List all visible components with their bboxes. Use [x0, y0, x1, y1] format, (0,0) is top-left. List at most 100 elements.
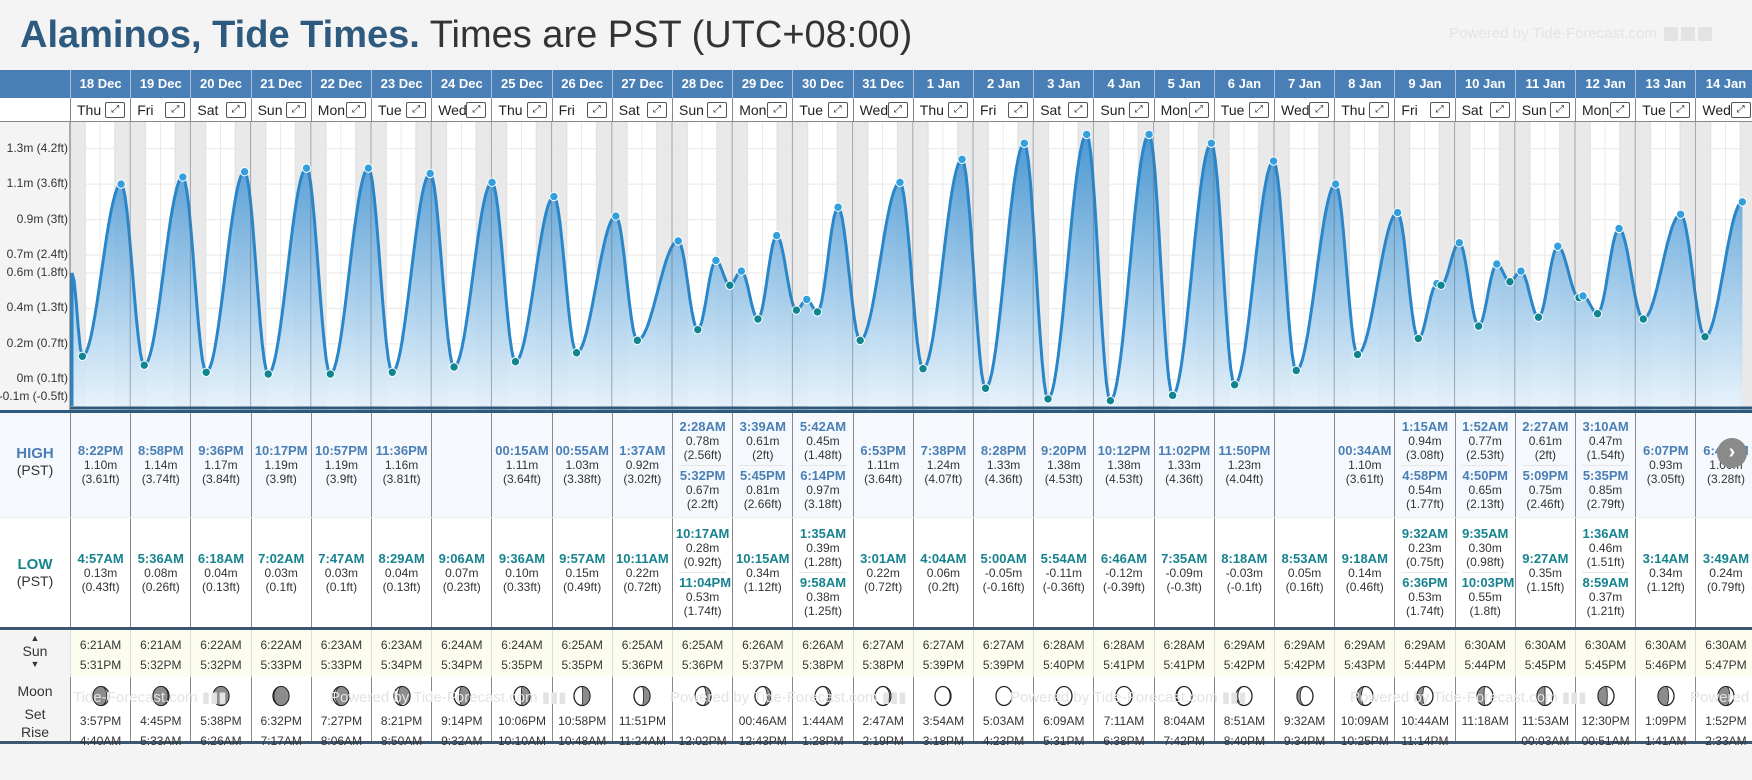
expand-day-button[interactable]: ⤢: [1008, 102, 1029, 118]
moonset-time: 00:46AM: [738, 714, 787, 728]
moon-cell: 1:52PM 2:33AM: [1695, 677, 1752, 748]
expand-day-button[interactable]: ⤢: [345, 102, 366, 118]
expand-day-button[interactable]: ⤢: [406, 102, 427, 118]
low-tide-point: [725, 280, 735, 291]
weekday-cell: Fri ⤢: [130, 98, 190, 122]
low-entry: 10:15AM 0.34m (1.12ft): [733, 549, 792, 597]
expand-day-button[interactable]: ⤢: [827, 102, 848, 118]
expand-day-button[interactable]: ⤢: [646, 102, 667, 118]
high-height-ft: (3.38ft): [563, 472, 602, 486]
moonset-time: 6:32PM: [260, 714, 302, 728]
date-header-cell: 20 Dec: [190, 70, 250, 98]
low-entry: 1:36AM 0.46m (1.51ft): [1576, 524, 1635, 572]
moonrise-time: 6:38PM: [1103, 734, 1145, 748]
weekday-cell: Sat ⤢: [611, 98, 672, 122]
moon-cell: 1:09PM 1:41AM: [1635, 677, 1695, 748]
sunrise-time: 6:23AM: [380, 638, 423, 652]
expand-day-button[interactable]: ⤢: [947, 102, 968, 118]
sun-cell: 6:28AM 5:41PM: [1153, 630, 1214, 677]
high-entry: 4:50PM 0.65m (2.13ft): [1461, 464, 1509, 514]
expand-day-button[interactable]: ⤢: [1128, 102, 1149, 118]
moon-phase-icon: [573, 685, 591, 707]
sunset-time: 5:43PM: [1344, 658, 1386, 672]
expand-day-button[interactable]: ⤢: [225, 102, 246, 118]
expand-day-button[interactable]: ⤢: [1610, 102, 1631, 118]
expand-day-button[interactable]: ⤢: [105, 102, 126, 118]
high-row-label: HIGH (PST): [0, 445, 70, 478]
moonrise-time: 00:51AM: [1581, 734, 1630, 748]
expand-day-button[interactable]: ⤢: [1489, 102, 1510, 118]
date-header-cell: 25 Dec: [491, 70, 551, 98]
low-time: 9:36AM: [498, 550, 546, 566]
high-time: 1:52AM: [1462, 418, 1509, 434]
high-time: 3:39AM: [739, 418, 786, 434]
high-time: 1:15AM: [1401, 418, 1449, 434]
expand-day-button[interactable]: ⤢: [887, 102, 908, 118]
expand-day-button[interactable]: ⤢: [1309, 102, 1330, 118]
high-time: 6:53PM: [860, 443, 906, 458]
low-height-ft: (0.26ft): [141, 579, 180, 594]
expand-day-button[interactable]: ⤢: [1730, 102, 1751, 118]
low-time: 5:00AM: [980, 550, 1027, 566]
sunrise-time: 6:28AM: [1043, 638, 1085, 652]
sun-cell: 6:29AM 5:42PM: [1213, 630, 1274, 677]
low-cell: 5:36AM 0.08m (0.26ft): [130, 518, 190, 627]
high-time: 5:42AM: [799, 418, 847, 434]
low-height-ft: (0.1ft): [265, 579, 297, 594]
weekday-cell: Sun ⤢: [250, 98, 311, 122]
low-height-ft: (-0.3ft): [1166, 579, 1202, 594]
moonset-time: 11:18AM: [1461, 714, 1509, 728]
low-time: 9:35AM: [1462, 526, 1509, 541]
next-page-button[interactable]: ›: [1717, 438, 1747, 468]
weekday-label: Tue: [378, 102, 402, 118]
weekday-label: Sun: [1521, 102, 1547, 118]
low-height-m: 0.35m: [1528, 565, 1563, 580]
expand-day-button[interactable]: ⤢: [466, 102, 487, 118]
weekday-label: Wed: [1281, 102, 1310, 118]
expand-day-button[interactable]: ⤢: [285, 102, 306, 118]
high-entry: 2:27AM 0.61m (2ft): [1516, 417, 1575, 465]
low-height-m: 0.38m: [806, 590, 840, 604]
moon-cell: 7:27PM 8:06AM: [310, 677, 371, 748]
date-header-cell: 22 Dec: [310, 70, 371, 98]
expand-day-button[interactable]: ⤢: [1429, 102, 1450, 118]
high-entry: 1:37AM 0.92m (3.02ft): [613, 441, 672, 489]
moon-shadow: [762, 686, 772, 706]
high-entry: 5:42AM 0.45m (1.48ft): [793, 417, 852, 465]
expand-day-button[interactable]: ⤢: [1670, 102, 1691, 118]
moon-phase-icon: [1416, 685, 1434, 707]
low-height-m: 0.28m: [685, 541, 720, 555]
expand-day-button[interactable]: ⤢: [1248, 102, 1269, 118]
expand-day-button[interactable]: ⤢: [707, 102, 728, 118]
low-height-m: -0.03m: [1225, 565, 1264, 580]
expand-day-button[interactable]: ⤢: [165, 102, 186, 118]
high-tide-point: [1492, 259, 1502, 269]
expand-day-button[interactable]: ⤢: [586, 102, 607, 118]
high-time: 1:37AM: [619, 443, 666, 458]
moon-shadow: [92, 686, 107, 706]
expand-day-button[interactable]: ⤢: [767, 102, 788, 118]
low-height-m: 0.10m: [505, 565, 539, 580]
sun-cell: 6:30AM 5:47PM: [1695, 630, 1752, 677]
expand-day-button[interactable]: ⤢: [1188, 102, 1209, 118]
sunset-time: 5:32PM: [200, 658, 242, 672]
expand-day-button[interactable]: ⤢: [1369, 102, 1390, 118]
moonrise-time: 9:32AM: [441, 734, 483, 748]
moon-cell: 3:54AM 3:18PM: [912, 677, 973, 748]
moonset-time: 10:09AM: [1340, 714, 1389, 728]
low-height-m: 0.07m: [445, 565, 479, 580]
expand-day-button[interactable]: ⤢: [1068, 102, 1089, 118]
sunrise-arrow-icon: ▲: [30, 633, 40, 643]
moon-phase-icon: [91, 685, 110, 707]
expand-day-button[interactable]: ⤢: [1549, 102, 1570, 118]
weekday-cell: Tue ⤢: [792, 98, 852, 122]
expand-day-button[interactable]: ⤢: [526, 102, 547, 118]
high-tide-point: [116, 179, 126, 189]
high-height-m: 1.33m: [1167, 458, 1201, 472]
high-cell: 6:07PM 0.93m (3.05ft): [1635, 413, 1695, 517]
low-height-m: 0.46m: [1588, 541, 1623, 555]
low-tide-point: [855, 335, 865, 346]
powered-by-watermark: Powered by Tide-Forecast.com ▮▮▮: [1690, 689, 1752, 706]
date-header-cell: 19 Dec: [130, 70, 190, 98]
sun-cell: 6:22AM 5:32PM: [190, 630, 250, 677]
